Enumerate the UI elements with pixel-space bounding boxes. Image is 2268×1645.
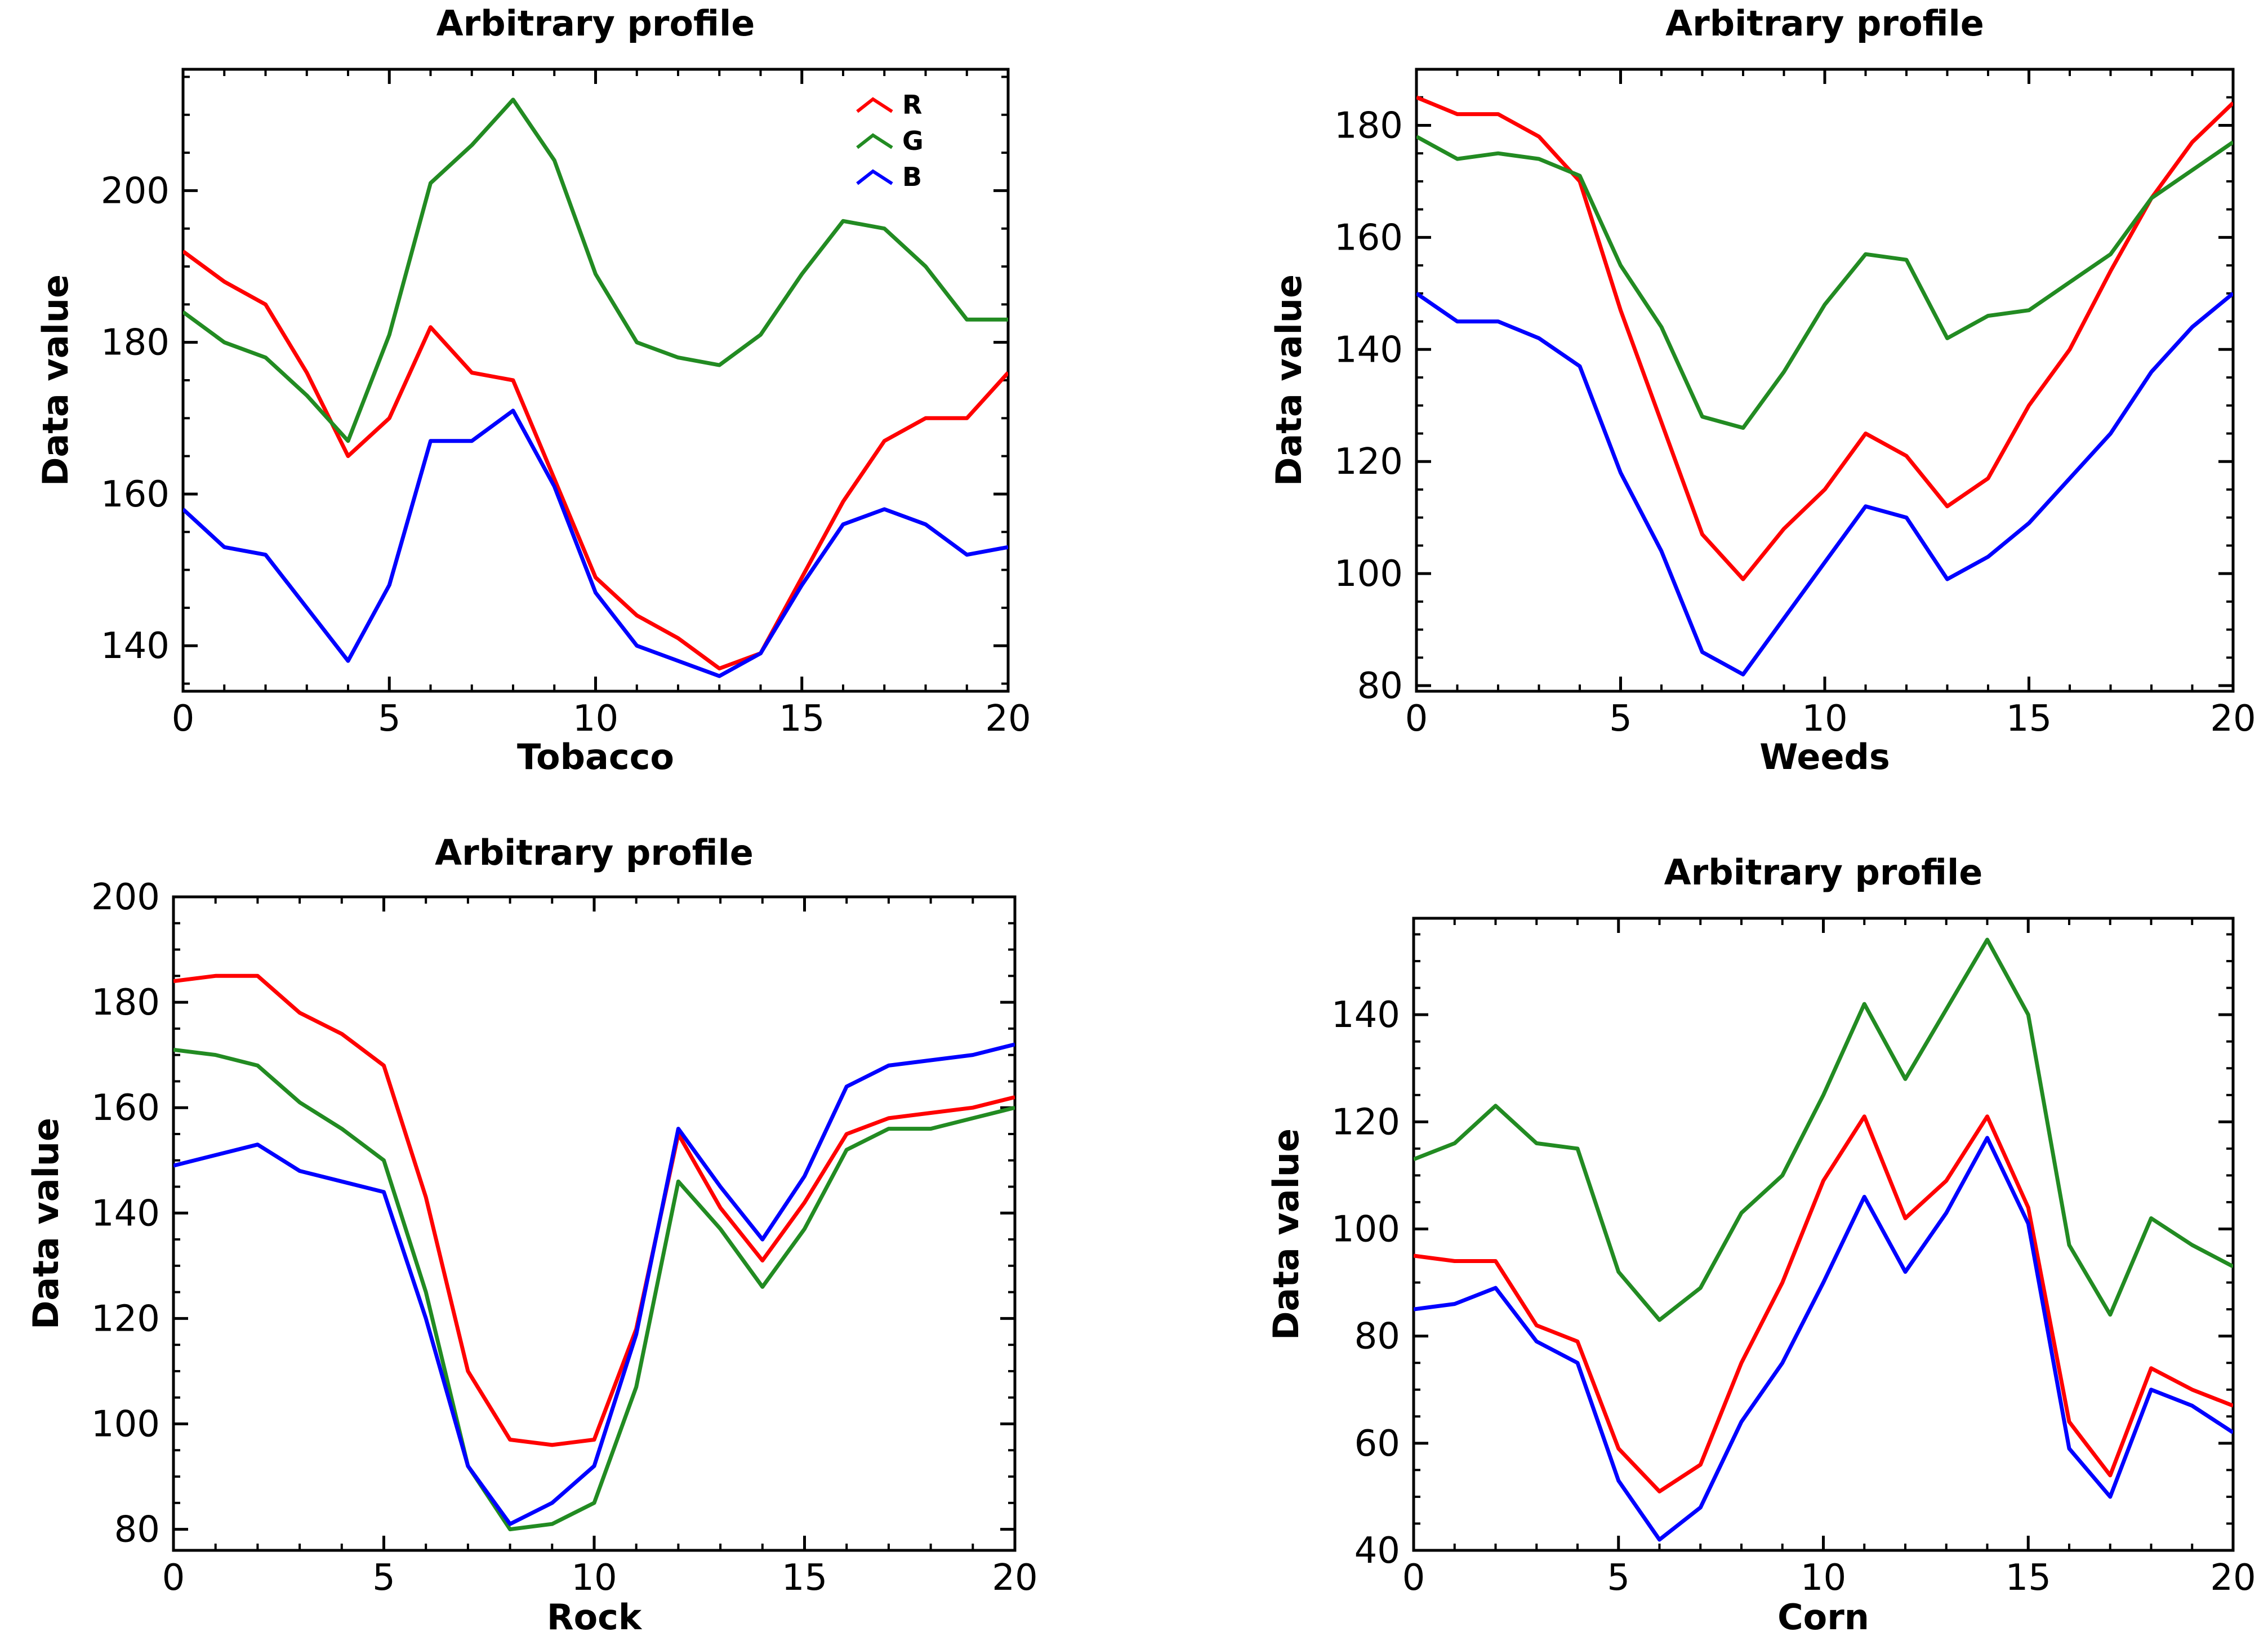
x-tick-label: 15 <box>782 1557 827 1599</box>
y-tick-label: 80 <box>1357 665 1403 707</box>
x-tick-label: 10 <box>1802 698 1847 740</box>
y-tick-label: 100 <box>1331 1208 1400 1250</box>
series-line-R <box>1414 1114 2233 1493</box>
x-tick-label: 15 <box>2006 698 2052 740</box>
y-tick-label: 160 <box>1334 217 1403 259</box>
y-tick-label: 100 <box>91 1403 160 1445</box>
series-line-G <box>183 97 1008 443</box>
y-tick-label: 80 <box>1354 1316 1400 1358</box>
chart-title: Arbitrary profile <box>436 3 755 44</box>
y-axis-label: Data value <box>35 274 76 486</box>
y-tick-label: 120 <box>91 1298 160 1340</box>
chart-title: Arbitrary profile <box>435 832 754 873</box>
x-axis-label: Rock <box>547 1597 643 1638</box>
x-tick-label: 15 <box>779 698 825 740</box>
x-tick-label: 0 <box>162 1557 185 1599</box>
y-tick-label: 140 <box>1334 329 1403 371</box>
y-tick-label: 180 <box>91 982 160 1024</box>
x-tick-label: 20 <box>985 698 1031 740</box>
y-tick-label: 140 <box>91 1193 160 1234</box>
x-axis-label: Tobacco <box>517 736 674 777</box>
y-tick-label: 120 <box>1334 441 1403 483</box>
x-tick-label: 15 <box>2006 1557 2051 1599</box>
x-tick-label: 5 <box>372 1557 395 1599</box>
series-line-G <box>1414 937 2233 1322</box>
x-axis-label: Weeds <box>1759 736 1890 777</box>
y-tick-label: 140 <box>101 625 170 667</box>
legend: RGB <box>856 90 924 192</box>
x-tick-label: 0 <box>172 698 195 740</box>
y-tick-label: 160 <box>101 474 170 515</box>
legend-label: G <box>902 126 924 156</box>
legend-swatch-R <box>856 97 893 113</box>
x-tick-label: 20 <box>992 1557 1037 1599</box>
y-tick-label: 100 <box>1334 553 1403 595</box>
x-tick-label: 20 <box>2210 698 2256 740</box>
y-axis-label: Data value <box>1268 274 1309 486</box>
x-tick-label: 0 <box>1405 698 1428 740</box>
series-line-G <box>173 1047 1015 1532</box>
y-tick-label: 180 <box>101 322 170 364</box>
series-line-B <box>183 408 1008 678</box>
x-tick-label: 10 <box>1801 1557 1846 1599</box>
y-tick-label: 40 <box>1354 1530 1400 1572</box>
y-tick-label: 200 <box>91 877 160 918</box>
y-tick-label: 120 <box>1331 1101 1400 1143</box>
x-tick-label: 0 <box>1402 1557 1425 1599</box>
chart-panel-1: Arbitrary profile 0 5 10 15 20 140 160 180 200 Tob… <box>35 3 1031 777</box>
legend-swatch-G <box>856 133 893 149</box>
series-line-B <box>1414 1136 2233 1542</box>
x-axis-label: Corn <box>1777 1597 1869 1638</box>
y-axis-label: Data value <box>25 1118 66 1330</box>
x-tick-label: 10 <box>573 698 618 740</box>
y-tick-label: 200 <box>101 170 170 212</box>
chart-title: Arbitrary profile <box>1664 852 1983 893</box>
legend-label: B <box>902 162 922 192</box>
series-line-B <box>173 1042 1015 1526</box>
x-tick-label: 10 <box>571 1557 617 1599</box>
x-tick-label: 5 <box>378 698 401 740</box>
series-line-R <box>183 250 1008 671</box>
y-tick-label: 160 <box>91 1087 160 1129</box>
legend-label: R <box>902 90 922 120</box>
y-tick-label: 60 <box>1354 1423 1400 1465</box>
y-axis-label: Data value <box>1266 1128 1307 1340</box>
series-line-G <box>1416 135 2233 430</box>
series-line-R <box>1416 95 2233 581</box>
x-tick-label: 5 <box>1607 1557 1630 1599</box>
x-tick-label: 5 <box>1609 698 1632 740</box>
chart-panel-3: Arbitrary profile 0 5 10 15 20 80 100 120 140 160 1… <box>25 832 1038 1638</box>
y-tick-label: 140 <box>1331 994 1400 1036</box>
y-tick-label: 80 <box>114 1509 160 1551</box>
chart-title: Arbitrary profile <box>1665 3 1984 44</box>
chart-panel-4: Arbitrary profile 0 5 10 15 20 40 60 80 100 120 140… <box>1266 852 2256 1638</box>
legend-swatch-B <box>856 169 893 185</box>
series-line-R <box>173 973 1015 1447</box>
chart-panel-2: Arbitrary profile 0 5 10 15 20 80 100 120 140 160 1… <box>1268 3 2256 777</box>
series-line-B <box>1416 291 2233 677</box>
x-tick-label: 20 <box>2210 1557 2256 1599</box>
y-tick-label: 180 <box>1334 105 1403 146</box>
